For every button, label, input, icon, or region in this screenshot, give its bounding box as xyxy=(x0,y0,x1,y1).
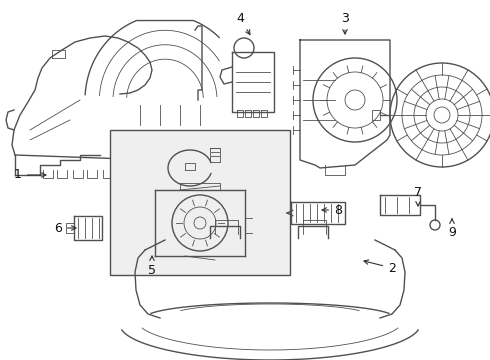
Text: 6: 6 xyxy=(54,221,76,234)
Text: 5: 5 xyxy=(148,256,156,276)
Text: 4: 4 xyxy=(236,12,250,35)
Bar xyxy=(110,130,290,275)
Text: 9: 9 xyxy=(448,219,456,238)
Text: 7: 7 xyxy=(414,185,422,206)
Text: 3: 3 xyxy=(341,12,349,34)
Text: 8: 8 xyxy=(322,203,342,216)
Text: 1: 1 xyxy=(14,168,46,181)
Text: 2: 2 xyxy=(364,260,396,274)
